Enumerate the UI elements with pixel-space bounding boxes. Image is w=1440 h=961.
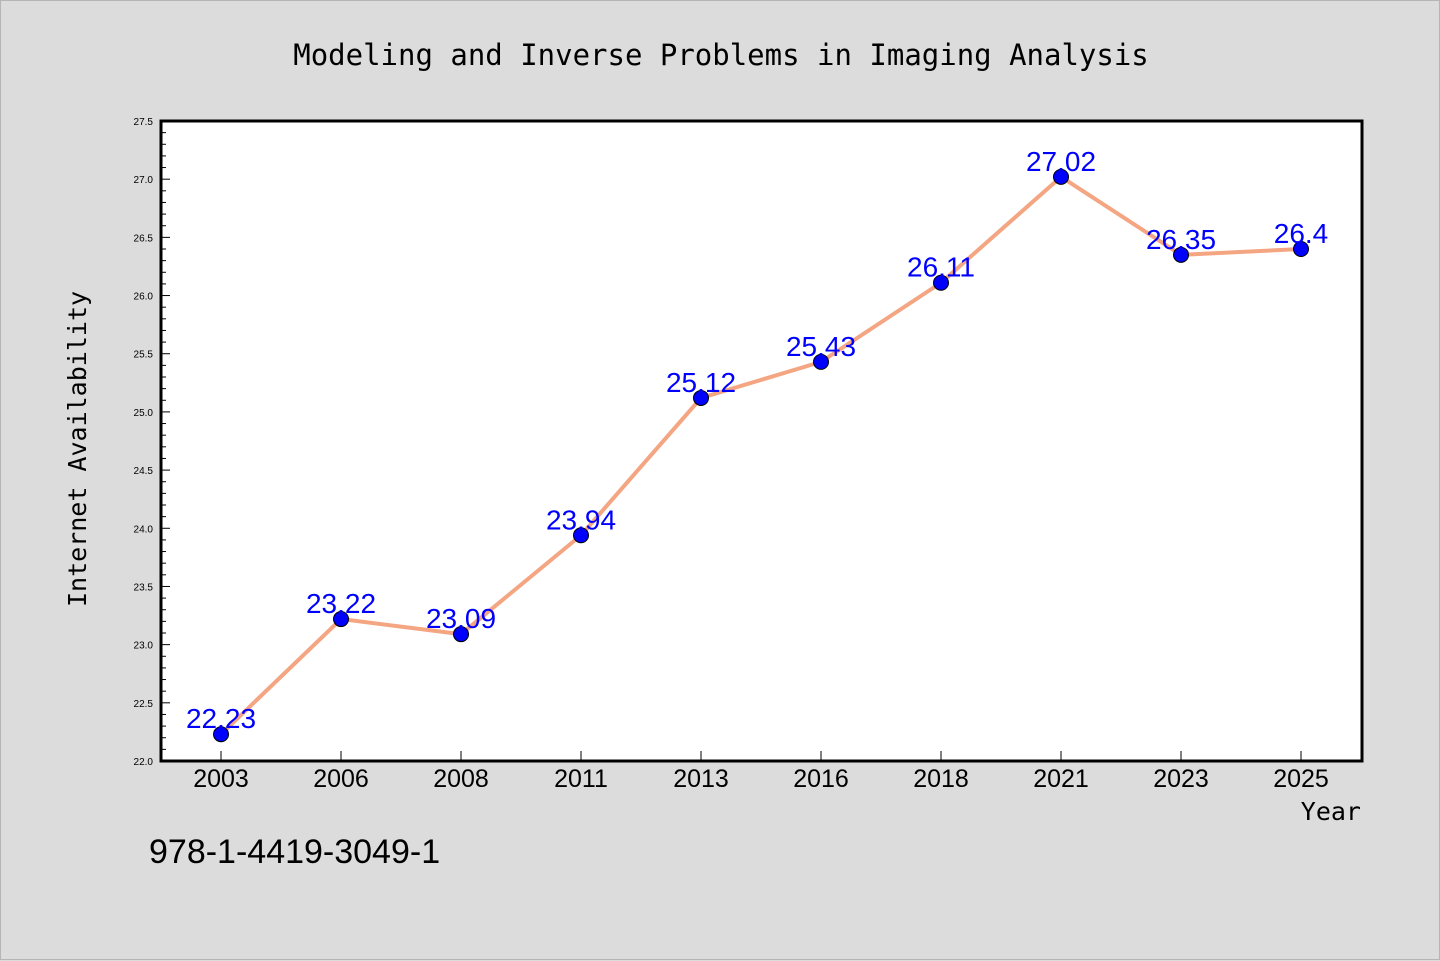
x-tick-label: 2011: [554, 765, 608, 793]
data-label: 26.35: [1146, 224, 1216, 255]
y-tick-label: 22.0: [134, 757, 154, 768]
y-tick-label: 22.5: [134, 699, 154, 710]
data-point: [813, 353, 829, 370]
data-point: [693, 389, 709, 406]
y-tick-label: 24.5: [134, 466, 154, 477]
data-point: [573, 527, 589, 544]
data-point: [1053, 168, 1069, 185]
isbn-text: 978-1-4419-3049-1: [149, 833, 441, 871]
data-label: 23.09: [426, 603, 496, 634]
y-axis-label: Internet Availability: [63, 291, 92, 607]
plot-area: [159, 119, 1364, 763]
x-tick-label: 2021: [1033, 765, 1089, 793]
y-tick-label: 25.0: [134, 408, 154, 419]
data-labels: 22.23 23.22 23.09 23.94 25.12 25.43 26.11 27.02…: [186, 146, 1328, 734]
x-tick-label: 2025: [1273, 765, 1329, 793]
series-markers: [213, 168, 1309, 743]
x-tick-label: 2006: [313, 765, 369, 793]
y-axis: 22.0 22.5 23.0 23.5 24.0 24.5 25.0 25.5 26.0 26.5…: [134, 117, 170, 768]
data-label: 23.22: [306, 588, 376, 619]
data-point: [333, 611, 349, 628]
y-tick-label: 26.0: [134, 292, 154, 303]
data-point: [1293, 241, 1309, 257]
data-label: 27.02: [1026, 146, 1096, 177]
y-tick-label: 23.5: [134, 582, 154, 593]
x-tick-label: 2008: [433, 765, 489, 793]
y-tick-label: 23.0: [134, 641, 154, 652]
x-tick-label: 2016: [793, 765, 849, 793]
series-line: [219, 174, 1302, 736]
data-label: 23.94: [546, 504, 616, 535]
data-label: 26.4: [1274, 218, 1329, 249]
y-tick-label: 25.5: [134, 350, 154, 361]
x-tick-label: 2023: [1153, 765, 1209, 793]
x-tick-label: 2018: [913, 765, 969, 793]
x-axis: 2003 2006 2008 2011 2013 2016 2018 2021 2023 2025: [193, 751, 1329, 793]
data-label: 22.23: [186, 703, 256, 734]
y-tick-label: 26.5: [134, 233, 154, 244]
data-point: [1173, 246, 1189, 263]
chart-title: Modeling and Inverse Problems in Imaging…: [293, 38, 1149, 72]
x-tick-label: 2013: [673, 765, 729, 793]
data-label: 25.12: [666, 367, 736, 398]
data-label: 25.43: [786, 331, 856, 362]
y-tick-label: 27.0: [134, 175, 154, 186]
data-point: [453, 626, 469, 643]
data-point: [933, 274, 949, 291]
data-label: 26.11: [907, 252, 975, 283]
x-tick-label: 2003: [193, 765, 249, 793]
data-point: [213, 726, 229, 743]
y-tick-label: 27.5: [134, 117, 154, 128]
y-tick-label: 24.0: [134, 524, 154, 535]
x-axis-label: Year: [1301, 797, 1361, 826]
